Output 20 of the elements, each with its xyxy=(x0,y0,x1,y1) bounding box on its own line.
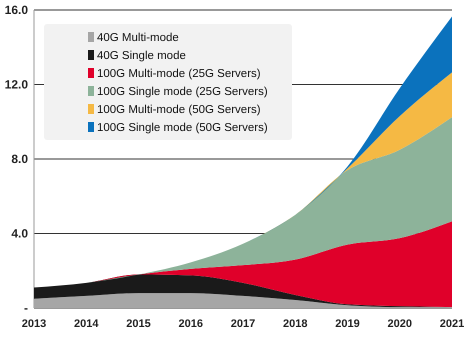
x-tick-label: 2016 xyxy=(178,318,203,330)
x-tick-label: 2018 xyxy=(283,318,308,330)
x-tick-label: 2015 xyxy=(126,318,151,330)
x-tick-label: 2020 xyxy=(388,318,412,330)
y-tick-label: 8.0 xyxy=(11,152,28,166)
legend-label: 100G Single mode (50G Servers) xyxy=(97,122,268,134)
y-tick-label: 4.0 xyxy=(11,226,28,241)
legend-label: 40G Multi-mode xyxy=(97,32,179,44)
legend-label: 100G Single mode (25G Servers) xyxy=(97,86,268,98)
x-tick-label: 2019 xyxy=(335,318,360,330)
x-tick-label: 2017 xyxy=(230,318,256,330)
y-tick-label: 12.0 xyxy=(4,78,28,92)
x-tick-label: 2014 xyxy=(74,318,100,330)
x-tick-label: 2021 xyxy=(440,318,464,330)
legend-label: 100G Multi-mode (50G Servers) xyxy=(97,104,261,116)
y-tick-label: 16.0 xyxy=(4,3,28,18)
legend-label: 100G Multi-mode (25G Servers) xyxy=(97,68,261,80)
y-tick-label: - xyxy=(24,301,28,316)
x-tick-label: 2013 xyxy=(22,318,46,330)
legend-label: 40G Single mode xyxy=(97,50,186,62)
